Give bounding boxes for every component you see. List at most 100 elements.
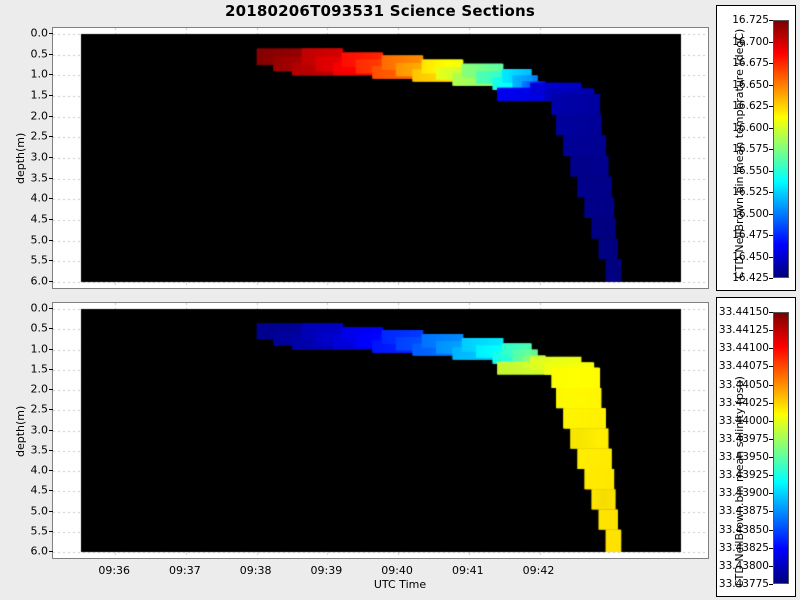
colorbar-tick-label: 33.44150 (718, 306, 769, 318)
y-tick-mark (49, 470, 53, 471)
colorbar-tick-label: 16.500 (732, 207, 769, 220)
page-title: 20180206T093531 Science Sections (224, 2, 536, 20)
colorbar-tick-label: 33.44050 (718, 378, 769, 391)
colorbar-tick-mark (769, 149, 773, 150)
colorbar-tick-mark (769, 41, 773, 43)
y-tick-label: 2.5 (30, 402, 49, 416)
y-tick-label: 3.5 (30, 443, 49, 457)
colorbar-tick-mark (769, 348, 773, 350)
y-tick-mark (49, 95, 53, 96)
colorbar-tick-label: 16.450 (732, 250, 769, 263)
colorbar-tick-label: 16.600 (732, 121, 769, 134)
y-tick-label: 2.0 (30, 109, 49, 123)
salinity-colorbar-gradient (773, 312, 789, 584)
y-tick-label: 4.5 (30, 483, 49, 497)
y-tick-label: 0.0 (30, 301, 49, 315)
y-tick-mark (49, 389, 53, 390)
colorbar-tick-label: 16.650 (732, 78, 769, 91)
colorbar-tick-mark (769, 312, 773, 313)
colorbar-tick-mark (769, 63, 773, 64)
y-tick-label: 1.0 (30, 342, 49, 355)
y-tick-mark (49, 136, 53, 138)
colorbar-tick-label: 33.44075 (718, 360, 769, 373)
y-tick-label: 4.0 (30, 191, 49, 205)
y-tick-mark (49, 510, 53, 512)
y-tick-mark (49, 74, 53, 76)
y-tick-mark (49, 115, 53, 117)
colorbar-tick-mark (769, 457, 773, 459)
temperature-plot-axes[interactable] (52, 27, 709, 289)
colorbar-tick-mark (769, 366, 773, 368)
colorbar-tick-mark (769, 511, 773, 513)
colorbar-tick-mark (769, 192, 773, 193)
colorbar-tick-label: 16.425 (732, 272, 769, 284)
y-tick-mark (49, 490, 53, 492)
colorbar-tick-label: 16.525 (732, 186, 769, 198)
y-tick-mark (49, 157, 53, 158)
y-tick-label: 4.0 (30, 463, 49, 477)
colorbar-tick-mark (769, 235, 773, 236)
y-tick-label: 5.0 (30, 233, 49, 247)
colorbar-tick-label: 33.43875 (718, 505, 769, 518)
x-tick-label: 09:42 (522, 564, 555, 577)
y-tick-label: 5.5 (30, 524, 49, 538)
salinity-plot-axes[interactable] (52, 302, 709, 559)
y-tick-mark (49, 530, 53, 532)
colorbar-tick-mark (769, 402, 773, 404)
temperature-colorbar-panel[interactable]: 16.725 16.700 16.675 16.650 16.625 16.600 16.5… (716, 5, 796, 291)
y-tick-mark (49, 348, 53, 350)
salinity-colorbar-panel[interactable]: 33.44150 33.44125 33.44100 33.44075 33.44050… (716, 297, 796, 597)
y-tick-label: 0.5 (30, 321, 49, 335)
y-tick-mark (49, 281, 53, 282)
colorbar-tick-label: 33.43825 (718, 541, 769, 554)
y-tick-mark (49, 409, 53, 411)
colorbar-tick-mark (769, 384, 773, 386)
colorbar-tick-mark (769, 584, 773, 585)
temperature-y-axis-label: depth(m) (14, 132, 27, 184)
colorbar-tick-mark (769, 278, 773, 279)
y-tick-label: 5.0 (30, 504, 49, 517)
y-tick-label: 0.5 (30, 47, 49, 61)
colorbar-tick-label: 16.625 (732, 100, 769, 112)
colorbar-tick-label: 33.43850 (718, 523, 769, 536)
colorbar-tick-mark (769, 493, 773, 495)
y-tick-label: 5.5 (30, 253, 49, 267)
y-tick-label: 1.5 (30, 88, 49, 102)
colorbar-tick-label: 16.675 (732, 57, 769, 69)
y-tick-label: 3.0 (30, 150, 49, 164)
colorbar-tick-label: 33.43800 (718, 559, 769, 572)
y-tick-mark (49, 33, 53, 34)
colorbar-tick-mark (769, 170, 773, 172)
y-tick-label: 2.5 (30, 129, 49, 143)
y-tick-mark (49, 177, 53, 179)
x-tick-label: 09:41 (451, 564, 484, 577)
colorbar-tick-mark (769, 213, 773, 215)
y-tick-label: 3.5 (30, 171, 49, 185)
colorbar-tick-label: 33.43775 (718, 578, 769, 590)
y-tick-mark (49, 219, 53, 220)
colorbar-tick-label: 33.44125 (718, 324, 769, 337)
colorbar-tick-mark (769, 330, 773, 332)
colorbar-tick-mark (769, 438, 773, 440)
colorbar-tick-mark (769, 256, 773, 258)
y-tick-mark (49, 260, 53, 262)
colorbar-tick-mark (769, 565, 773, 567)
y-tick-mark (49, 449, 53, 451)
colorbar-tick-mark (769, 20, 773, 21)
colorbar-tick-label: 33.43900 (718, 487, 769, 500)
y-tick-mark (49, 551, 53, 552)
temperature-heatmap-canvas (53, 28, 708, 288)
y-tick-mark (49, 239, 53, 241)
y-tick-label: 3.0 (30, 423, 49, 436)
colorbar-tick-label: 16.700 (732, 35, 769, 48)
colorbar-tick-mark (769, 420, 773, 422)
x-tick-label: 09:39 (310, 564, 343, 577)
salinity-colorbar-label: CTD NeilBrown.bin mean salinity (psu) (733, 376, 746, 588)
x-tick-label: 09:36 (98, 564, 131, 577)
temperature-colorbar-gradient (773, 20, 789, 278)
y-tick-mark (49, 198, 53, 200)
y-tick-label: 2.0 (30, 382, 49, 396)
colorbar-tick-label: 16.475 (732, 229, 769, 241)
x-tick-label: 09:40 (381, 564, 413, 577)
